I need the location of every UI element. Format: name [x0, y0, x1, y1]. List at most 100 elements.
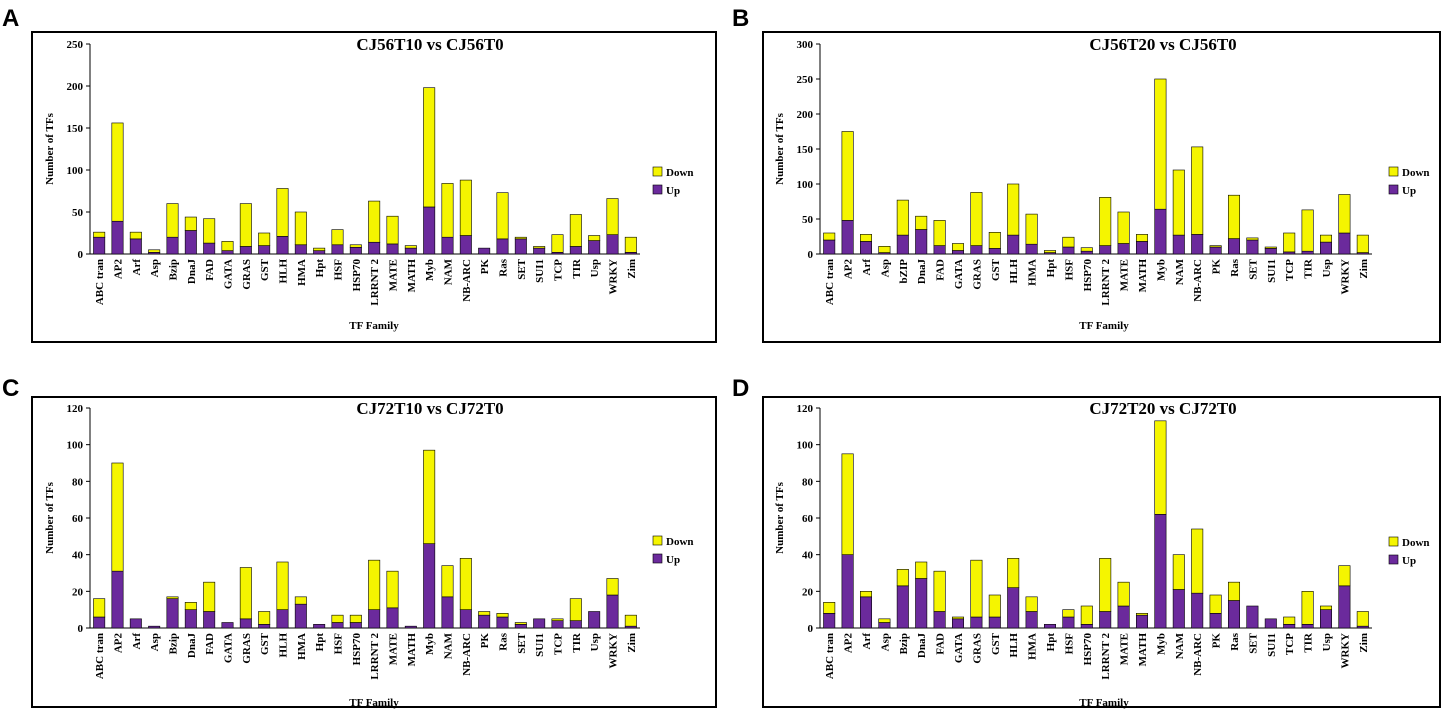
- bar-down: [258, 232, 271, 246]
- bar-down: [514, 236, 527, 240]
- bar-down: [386, 215, 399, 245]
- x-tick-label: GST: [259, 632, 271, 655]
- bar-up: [203, 611, 216, 629]
- y-tick-label: 0: [808, 623, 814, 635]
- bar-up: [1319, 609, 1333, 629]
- x-tick-label: MATH: [1137, 259, 1149, 293]
- x-tick-label: MATH: [406, 633, 418, 667]
- bar-down: [1338, 194, 1351, 234]
- x-tick-label: Myb: [424, 259, 436, 281]
- bar-down: [1043, 250, 1057, 253]
- bar-up: [1191, 234, 1204, 255]
- legend-label-up: Up: [666, 185, 680, 197]
- chart-title: CJ56T20 vs CJ56T0: [1089, 35, 1236, 54]
- bar-up: [459, 235, 472, 255]
- x-tick-label: Hpt: [314, 633, 326, 652]
- x-tick-label: NAM: [443, 632, 455, 659]
- bar-up: [988, 248, 1001, 255]
- bar-down: [896, 569, 909, 587]
- bar-up: [606, 234, 619, 255]
- bar-up: [1338, 585, 1351, 629]
- bar-down: [184, 602, 197, 610]
- x-tick-label: PK: [1211, 259, 1223, 275]
- x-tick-label: MATE: [388, 633, 400, 665]
- bar-up: [313, 624, 326, 629]
- bar-down: [988, 232, 1001, 249]
- legend-label-up: Up: [1402, 185, 1416, 197]
- x-tick-label: GRAS: [241, 259, 253, 290]
- y-tick-label: 120: [67, 403, 84, 415]
- bar-up: [1080, 624, 1093, 629]
- bar-down: [1025, 213, 1038, 245]
- bar-up: [111, 220, 124, 255]
- bar-up: [1227, 600, 1241, 629]
- x-tick-label: WRKY: [1339, 259, 1351, 295]
- bar-down: [258, 611, 271, 625]
- bar-down: [823, 232, 836, 241]
- legend-label-down: Down: [666, 536, 694, 548]
- x-tick-label: MATE: [1119, 259, 1131, 291]
- chart-frame: [762, 31, 1441, 343]
- x-tick-label: TIR: [571, 258, 583, 279]
- x-tick-label: GRAS: [241, 633, 253, 664]
- bar-down: [1025, 596, 1038, 612]
- bar-up: [1135, 614, 1149, 629]
- bar-up: [841, 554, 854, 629]
- bar-up: [951, 618, 965, 629]
- bar-down: [1209, 245, 1222, 248]
- bar-down: [423, 449, 436, 544]
- x-tick-label: HMA: [1027, 259, 1039, 286]
- bar-up: [166, 598, 179, 629]
- bar-down: [859, 591, 873, 598]
- bar-up: [129, 238, 142, 255]
- bar-up: [551, 620, 564, 629]
- bar-up: [970, 245, 983, 255]
- x-tick-label: Usp: [1321, 259, 1333, 277]
- x-tick-label: WRKY: [608, 633, 620, 669]
- bar-up: [221, 250, 234, 255]
- bar-up: [331, 622, 344, 629]
- bar-down: [294, 596, 307, 605]
- x-tick-label: TCP: [1284, 259, 1296, 281]
- y-tick-label: 100: [67, 165, 84, 177]
- bar-down: [878, 618, 891, 623]
- bar-down: [1227, 581, 1241, 601]
- bar-up: [823, 613, 836, 629]
- bar-down: [1117, 211, 1130, 244]
- x-tick-label: Arf: [131, 633, 143, 650]
- x-tick-label: HMA: [296, 259, 308, 286]
- x-tick-label: Usp: [589, 259, 601, 277]
- bar-up: [313, 250, 326, 255]
- x-tick-label: Zim: [626, 259, 638, 279]
- bar-up: [386, 607, 399, 629]
- bar-down: [1301, 209, 1314, 252]
- x-tick-label: LRRNT 2: [369, 633, 381, 680]
- x-tick-label: TIR: [1303, 632, 1315, 653]
- y-tick-label: 200: [67, 81, 84, 93]
- bar-down: [1172, 554, 1185, 590]
- bar-down: [93, 598, 106, 618]
- bar-up: [258, 245, 271, 255]
- y-axis-label: Number of TFs: [774, 112, 786, 184]
- x-tick-label: Ras: [1229, 632, 1241, 650]
- bar-down: [1007, 558, 1020, 588]
- bar-down: [496, 192, 509, 240]
- chart-panel-a: A CJ56T10 vs CJ56T0 0 50 100 150 200 250 ABC tra…: [2, 5, 717, 343]
- y-tick-label: 40: [72, 550, 84, 562]
- x-tick-label: HLH: [1008, 633, 1020, 658]
- y-tick-label: 80: [802, 476, 814, 488]
- bar-up: [184, 609, 197, 629]
- y-axis-label: Number of TFs: [774, 481, 786, 553]
- x-tick-label: HMA: [296, 633, 308, 660]
- bar-up: [1283, 251, 1296, 255]
- x-tick-label: DnaJ: [916, 259, 928, 285]
- bar-up: [239, 618, 252, 629]
- x-tick-label: HSF: [1063, 633, 1075, 655]
- bar-up: [148, 625, 161, 629]
- bar-down: [1062, 609, 1075, 618]
- bar-down: [1356, 611, 1369, 627]
- bar-down: [184, 216, 197, 231]
- bar-up: [111, 570, 124, 629]
- panel-letter: C: [2, 375, 19, 402]
- legend-swatch-up: [1388, 554, 1399, 565]
